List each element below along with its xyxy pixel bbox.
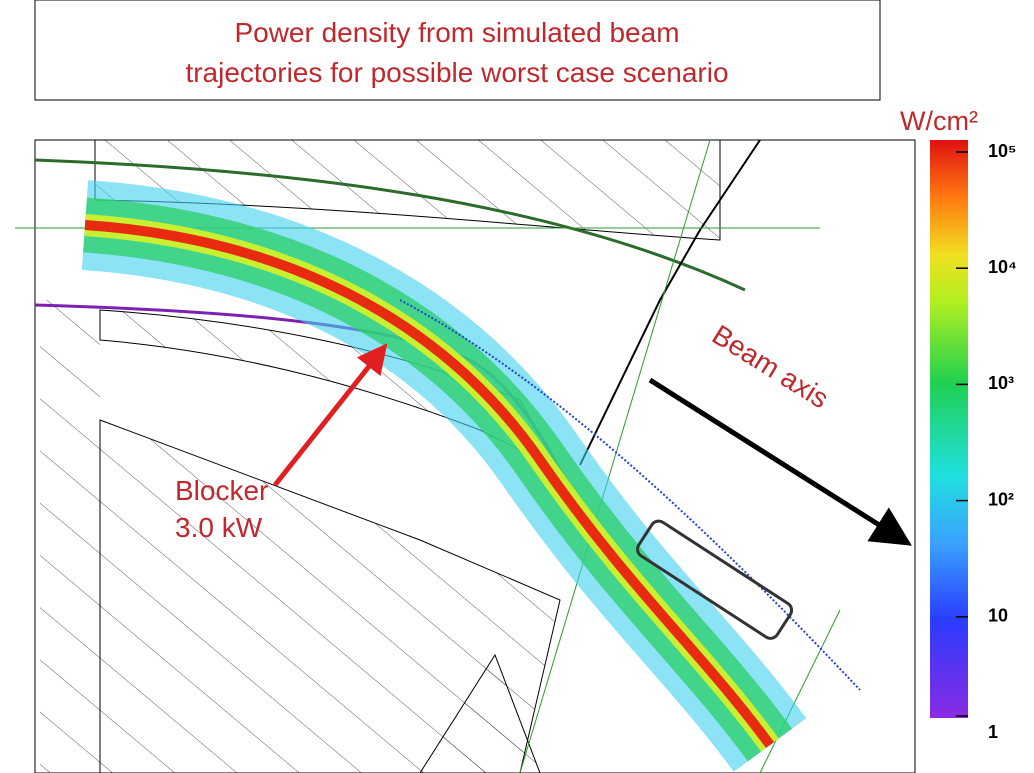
title-box: Power density from simulated beam trajec… <box>35 0 880 100</box>
beam-axis-label: Beam axis <box>707 319 834 415</box>
tick-label: 10⁴ <box>988 257 1017 277</box>
blocker-label: Blocker <box>175 475 268 506</box>
title-line: Power density from simulated beam <box>234 17 679 48</box>
tick-label: 10 <box>988 606 1008 626</box>
colorbar-scale <box>930 140 968 718</box>
colorbar-label: W/cm² <box>900 106 978 136</box>
tick-label: 10³ <box>988 373 1014 393</box>
figure: Power density from simulated beam trajec… <box>0 0 1034 773</box>
colorbar: W/cm² 1 10 10² 10³ 10⁴ 10⁵ <box>900 106 1017 742</box>
title-line: trajectories for possible worst case sce… <box>185 57 728 88</box>
blocker-power: 3.0 kW <box>175 512 263 543</box>
tick-label: 10² <box>988 489 1014 509</box>
tick-label: 10⁵ <box>988 141 1016 161</box>
beam-axis-arrow <box>650 380 895 535</box>
tick-label: 1 <box>988 722 998 742</box>
